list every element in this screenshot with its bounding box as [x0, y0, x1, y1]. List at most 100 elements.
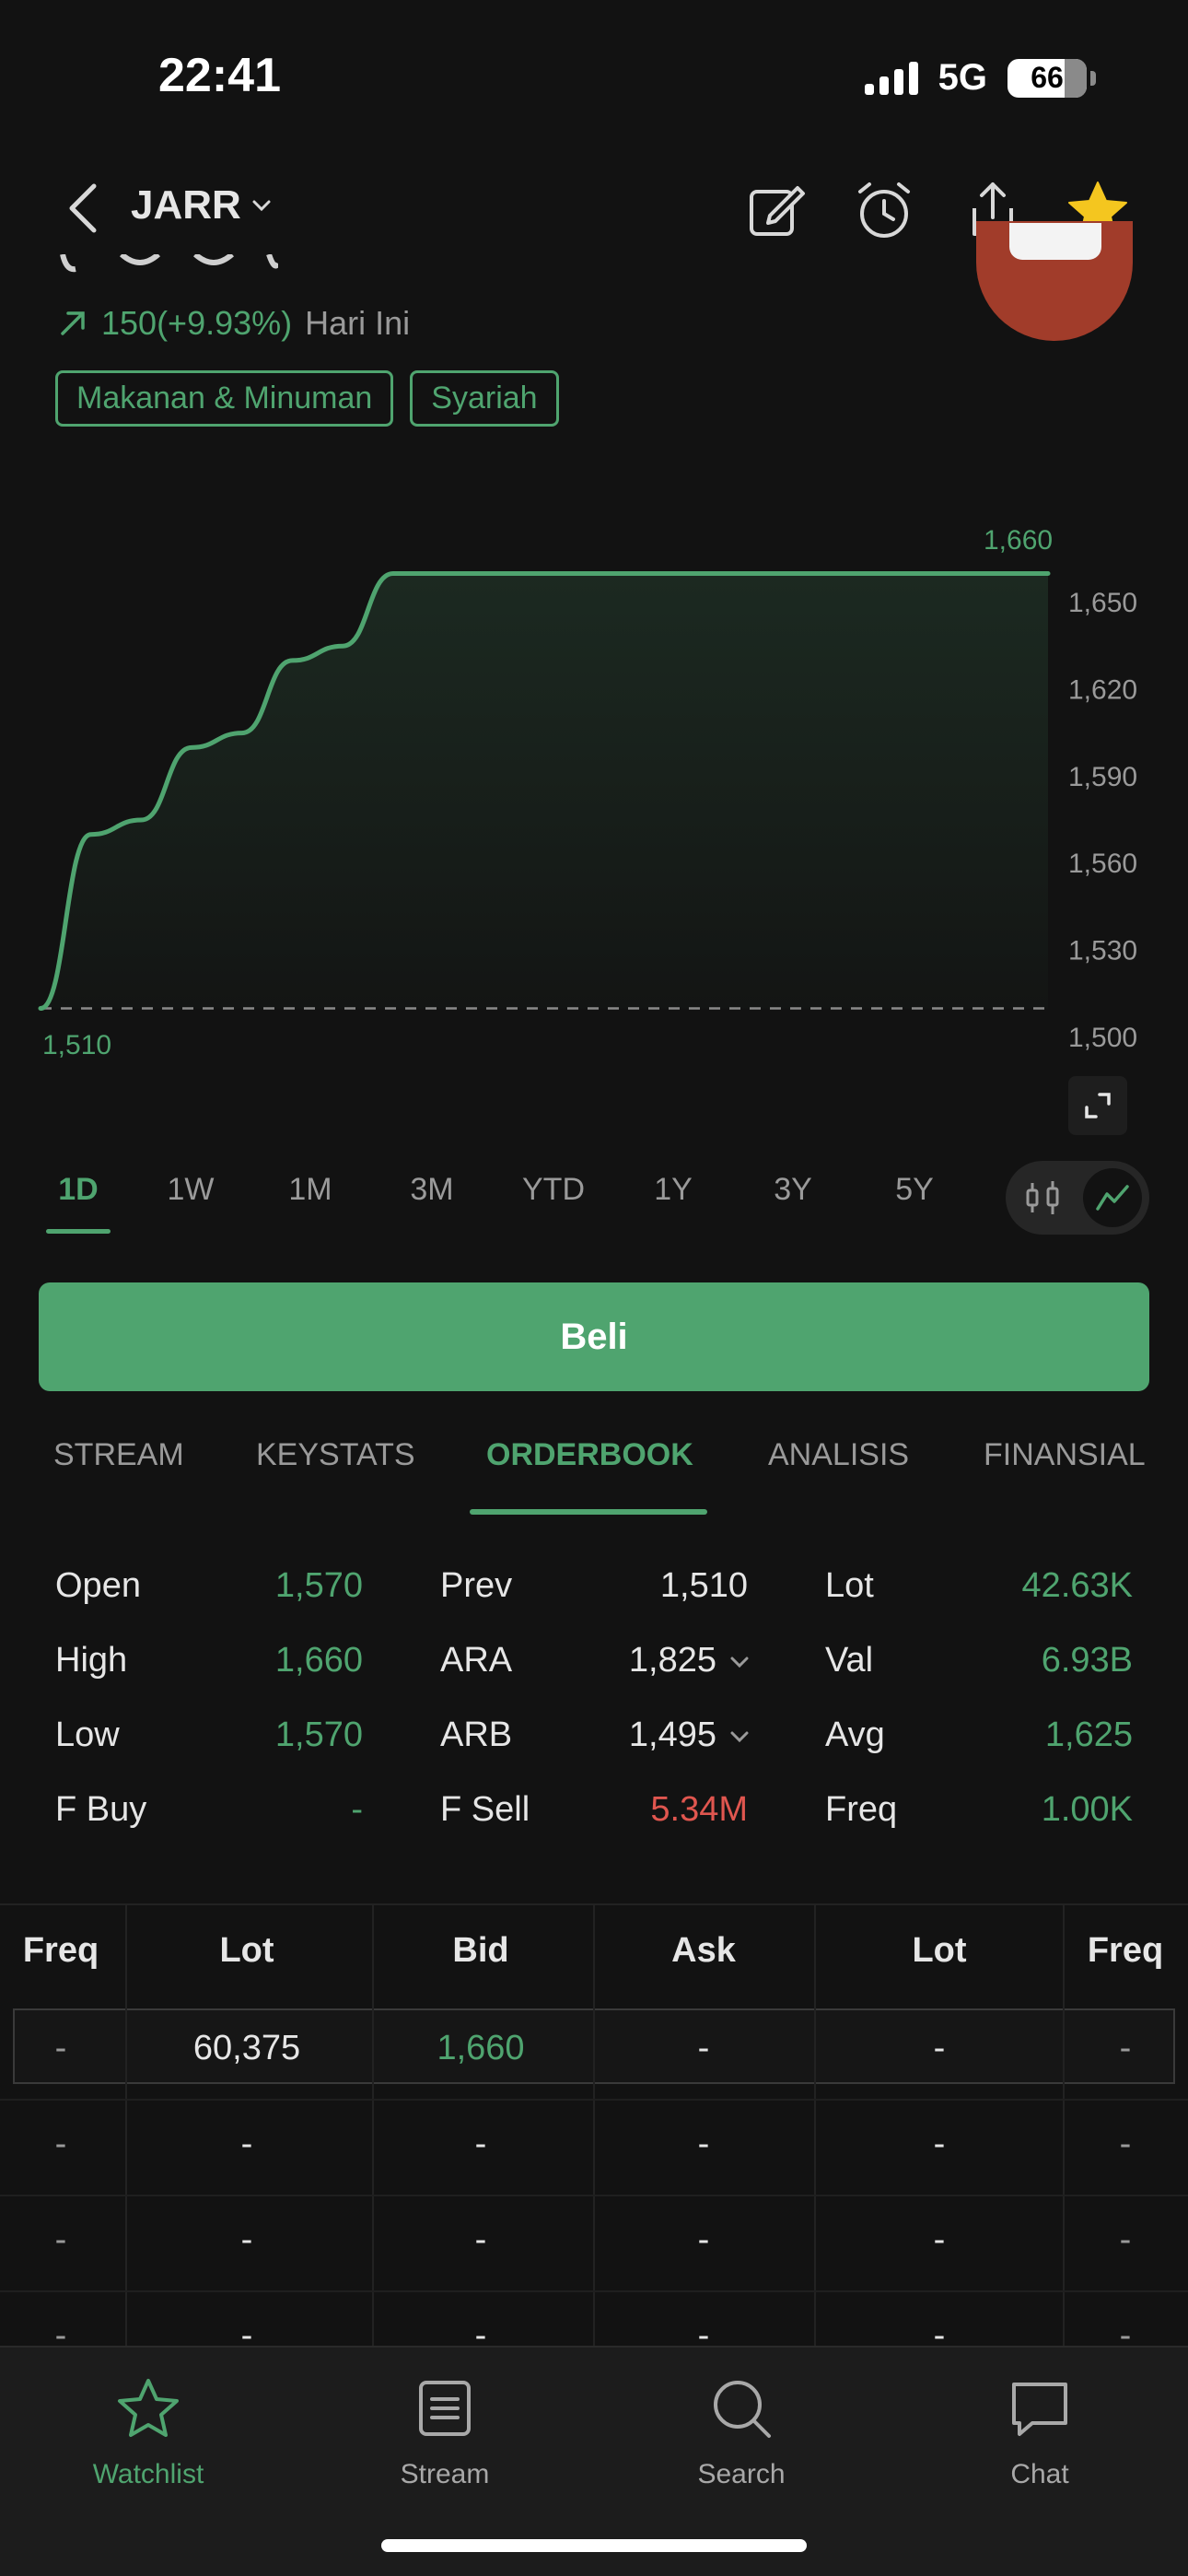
nav-label: Search	[697, 2459, 786, 2489]
status-time: 22:41	[158, 49, 281, 102]
company-logo	[976, 221, 1133, 341]
orderbook-cell: 60,375	[192, 2029, 301, 2067]
stat-value-arb[interactable]: 1,495	[629, 1715, 751, 1755]
period-5y[interactable]: 5Y	[895, 1172, 934, 1207]
period-1y[interactable]: 1Y	[654, 1172, 693, 1207]
orderbook-header-freq: Freq	[22, 1931, 99, 1970]
chart-low-label: 1,510	[42, 1030, 112, 1060]
chevron-left-icon	[69, 183, 97, 233]
stat-value-val: 6.93B	[1041, 1641, 1133, 1680]
tag-sector[interactable]: Makanan & Minuman	[55, 370, 394, 427]
row-divider	[0, 2290, 1188, 2292]
stat-label-freq: Freq	[825, 1790, 898, 1829]
orderbook-cell: -	[474, 2220, 487, 2259]
chart-high-label: 1,660	[984, 525, 1054, 556]
stat-label-ara: ARA	[440, 1641, 513, 1680]
orderbook-cell: -	[240, 2125, 253, 2163]
back-button[interactable]	[61, 179, 109, 238]
document-icon	[419, 2381, 471, 2436]
period-1d[interactable]: 1D	[37, 1172, 120, 1234]
stat-label-low: Low	[55, 1715, 120, 1754]
row-divider	[0, 2195, 1188, 2196]
nav-stream[interactable]: Stream	[330, 2348, 560, 2490]
buy-button[interactable]: Beli	[39, 1282, 1149, 1391]
price-change: 150(+9.93%)	[101, 304, 293, 342]
bottom-navigation: Watchlist Stream Search Chat	[0, 2346, 1188, 2576]
stat-value-f-sell: 5.34M	[650, 1790, 748, 1829]
stat-value-avg: 1,625	[1044, 1715, 1133, 1754]
nav-chat[interactable]: Chat	[925, 2348, 1155, 2490]
stat-value-high: 1,660	[274, 1641, 363, 1680]
edit-icon	[750, 186, 805, 236]
alarm-icon	[858, 182, 910, 238]
nav-search[interactable]: Search	[626, 2348, 856, 2490]
arrow-up-right-icon	[61, 311, 85, 335]
orderbook-cell: -	[240, 2316, 253, 2355]
tab-keystats[interactable]: KEYSTATS	[256, 1437, 415, 1472]
nav-label: Watchlist	[92, 2459, 204, 2489]
orderbook-cell: -	[933, 2220, 946, 2259]
chat-icon	[1012, 2383, 1067, 2436]
price-chart[interactable]: 1,650 1,620 1,590 1,560 1,530 1,500	[0, 516, 1188, 1069]
detail-tabs: STREAM KEYSTATS ORDERBOOK ANALISIS FINANSIAL	[0, 1437, 1188, 1516]
orderbook-header-ask: Ask	[671, 1931, 736, 1970]
orderbook-cell: -	[54, 2125, 67, 2163]
stat-label-f-buy: F Buy	[55, 1790, 147, 1829]
tab-orderbook[interactable]: ORDERBOOK	[486, 1437, 693, 1472]
nav-watchlist[interactable]: Watchlist	[33, 2348, 263, 2490]
period-3m[interactable]: 3M	[410, 1172, 454, 1207]
candlestick-icon	[1026, 1181, 1059, 1214]
stat-value-low: 1,570	[274, 1715, 363, 1754]
chevron-down-icon	[252, 200, 271, 212]
orderbook-cell: -	[1119, 2125, 1132, 2163]
chart-area-fill	[41, 573, 1048, 1009]
column-divider	[814, 1905, 816, 2348]
orderbook-cell: -	[1119, 2220, 1132, 2259]
period-1w[interactable]: 1W	[167, 1172, 215, 1207]
orderbook-header-freq: Freq	[1087, 1931, 1164, 1970]
period-3y[interactable]: 3Y	[774, 1172, 812, 1207]
stat-value-ara[interactable]: 1,825	[629, 1641, 751, 1680]
orderbook-cell: -	[697, 2125, 710, 2163]
chart-type-toggle[interactable]	[1006, 1161, 1149, 1235]
stat-value-prev: 1,510	[659, 1566, 748, 1605]
stat-value-lot: 42.63K	[1021, 1566, 1133, 1605]
chart-series-line	[38, 571, 1051, 1012]
network-type: 5G	[938, 57, 987, 98]
ticker-selector[interactable]: JARR	[131, 182, 273, 228]
tag-syariah[interactable]: Syariah	[410, 370, 559, 427]
y-tick-label: 1,530	[1068, 936, 1137, 966]
stat-label-avg: Avg	[825, 1715, 885, 1754]
stat-label-prev: Prev	[440, 1566, 513, 1605]
orderbook-cell: -	[697, 2316, 710, 2355]
period-selector: 1D 1W 1M 3M YTD 1Y 3Y 5Y	[37, 1172, 1013, 1246]
tab-stream[interactable]: STREAM	[53, 1437, 184, 1472]
period-1m[interactable]: 1M	[288, 1172, 332, 1207]
orderbook-cell: -	[697, 2029, 710, 2067]
chevron-down-icon	[730, 1657, 749, 1669]
nav-label: Chat	[1010, 2459, 1069, 2489]
expand-chart-button[interactable]	[1068, 1076, 1127, 1135]
stat-label-val: Val	[825, 1641, 874, 1680]
stat-value-open: 1,570	[274, 1566, 363, 1605]
stat-label-open: Open	[55, 1566, 141, 1605]
orderbook-divider	[0, 1903, 1188, 1905]
orderbook-cell: -	[933, 2125, 946, 2163]
orderbook-cell: -	[1119, 2029, 1132, 2067]
alarm-button[interactable]	[851, 177, 917, 243]
period-ytd[interactable]: YTD	[522, 1172, 585, 1207]
orderbook-cell: 1,660	[437, 2029, 525, 2067]
line-chart-toggle[interactable]	[1083, 1168, 1142, 1227]
star-icon	[118, 2379, 179, 2437]
search-icon	[714, 2381, 771, 2438]
battery-icon: 66	[1007, 58, 1096, 98]
line-chart-icon	[1096, 1185, 1129, 1211]
tab-analisis[interactable]: ANALISIS	[768, 1437, 910, 1472]
price-change-row: 150(+9.93%) Hari Ini	[57, 304, 410, 343]
change-period: Hari Ini	[305, 304, 411, 342]
stat-label-high: High	[55, 1641, 128, 1680]
column-divider	[1063, 1905, 1065, 2348]
edit-button[interactable]	[742, 177, 809, 243]
tab-finansial[interactable]: FINANSIAL	[984, 1437, 1146, 1472]
orderbook-cell: -	[933, 2316, 946, 2355]
